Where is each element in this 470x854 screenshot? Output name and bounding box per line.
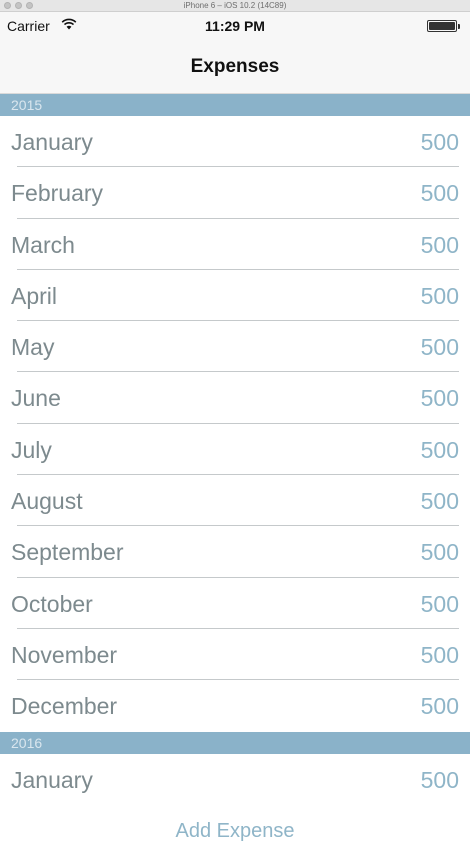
month-label: March bbox=[11, 231, 75, 258]
month-label: January bbox=[11, 766, 93, 793]
row-divider bbox=[17, 525, 459, 527]
row-divider bbox=[17, 627, 459, 629]
amount-value: 500 bbox=[420, 539, 459, 566]
month-label: January bbox=[11, 129, 93, 155]
amount-value: 500 bbox=[420, 590, 459, 617]
status-time: 11:29 PM bbox=[205, 18, 265, 34]
window-controls bbox=[4, 2, 33, 9]
amount-value: 500 bbox=[420, 385, 459, 412]
row-divider bbox=[17, 576, 459, 578]
amount-value: 500 bbox=[420, 488, 459, 515]
amount-value: 500 bbox=[420, 693, 459, 720]
simulator-title: iPhone 6 – iOS 10.2 (14C89) bbox=[183, 1, 287, 10]
list-item[interactable]: October 500 bbox=[0, 578, 470, 629]
amount-value: 500 bbox=[420, 766, 459, 793]
zoom-window-button[interactable] bbox=[26, 2, 33, 9]
row-divider bbox=[17, 679, 459, 681]
section-header-2016: 2016 bbox=[0, 731, 470, 754]
row-divider bbox=[17, 268, 459, 270]
list-item[interactable]: May 500 bbox=[0, 321, 470, 373]
list-item[interactable]: July 500 bbox=[0, 424, 470, 476]
list-item[interactable]: January 500 bbox=[0, 116, 470, 168]
row-divider bbox=[17, 217, 459, 219]
month-label: August bbox=[11, 488, 83, 515]
list-item[interactable]: August 500 bbox=[0, 475, 470, 527]
battery-icon bbox=[427, 20, 460, 32]
list-item[interactable]: June 500 bbox=[0, 372, 470, 424]
list-item[interactable]: March 500 bbox=[0, 219, 470, 270]
list-item[interactable]: December 500 bbox=[0, 680, 470, 731]
simulator-title-bar: iPhone 6 – iOS 10.2 (14C89) bbox=[0, 0, 470, 12]
row-divider bbox=[17, 371, 459, 373]
amount-value: 500 bbox=[420, 129, 459, 155]
month-label: October bbox=[11, 590, 93, 617]
amount-value: 500 bbox=[420, 436, 459, 463]
month-label: May bbox=[11, 334, 55, 361]
row-divider bbox=[17, 474, 459, 476]
amount-value: 500 bbox=[420, 180, 459, 207]
month-label: February bbox=[11, 180, 104, 207]
row-divider bbox=[17, 320, 459, 322]
status-bar: Carrier 11:29 PM bbox=[0, 12, 470, 40]
carrier-label: Carrier bbox=[7, 18, 50, 34]
add-expense-button[interactable]: Add Expense bbox=[175, 820, 295, 842]
list-item[interactable]: April 500 bbox=[0, 270, 470, 322]
month-label: July bbox=[11, 436, 52, 463]
amount-value: 500 bbox=[420, 282, 459, 309]
row-divider bbox=[17, 166, 459, 168]
wifi-icon bbox=[61, 17, 77, 35]
month-label: June bbox=[11, 385, 61, 412]
month-label: April bbox=[11, 282, 58, 309]
list-item[interactable]: January 500 bbox=[0, 754, 470, 805]
month-label: November bbox=[11, 641, 118, 668]
row-divider bbox=[17, 422, 459, 424]
month-label: December bbox=[11, 693, 118, 720]
amount-value: 500 bbox=[420, 231, 459, 258]
amount-value: 500 bbox=[420, 334, 459, 361]
amount-value: 500 bbox=[420, 641, 459, 668]
page-title: Expenses bbox=[190, 56, 280, 77]
list-item[interactable]: September 500 bbox=[0, 526, 470, 578]
minimize-window-button[interactable] bbox=[15, 2, 22, 9]
navigation-bar: Expenses bbox=[0, 40, 470, 94]
month-label: September bbox=[11, 539, 124, 566]
close-window-button[interactable] bbox=[4, 2, 11, 9]
list-item[interactable]: November 500 bbox=[0, 629, 470, 681]
section-header-2015: 2015 bbox=[0, 94, 470, 116]
list-item[interactable]: February 500 bbox=[0, 167, 470, 219]
expenses-list[interactable]: 2015 January 500 February 500 March 500 … bbox=[0, 94, 470, 805]
